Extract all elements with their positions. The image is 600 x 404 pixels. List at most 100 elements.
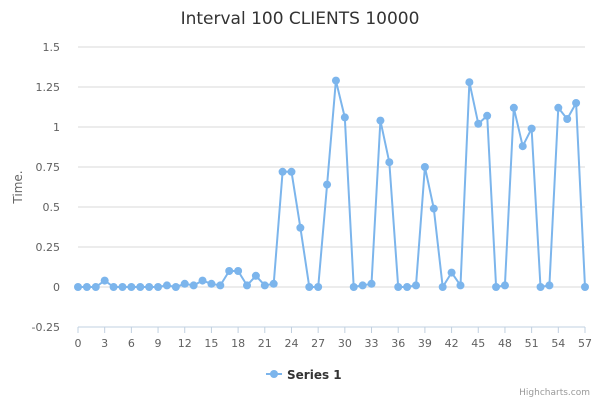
data-point[interactable] [358, 281, 367, 290]
data-point[interactable] [189, 281, 198, 290]
data-point[interactable] [225, 267, 234, 275]
legend[interactable]: Series 1 [266, 368, 342, 382]
data-point[interactable] [269, 279, 278, 288]
data-point[interactable] [465, 78, 474, 87]
data-point[interactable] [91, 283, 100, 291]
data-point[interactable] [207, 279, 216, 288]
data-point[interactable] [474, 119, 483, 128]
x-tick-label: 36 [391, 337, 405, 350]
y-tick-label: 1.5 [43, 41, 61, 54]
x-axis-labels: 0 3 6 9 12 15 18 21 24 27 30 33 36 39 42 45 48 51 54 57 [75, 337, 593, 350]
x-tick-label: 12 [178, 337, 192, 350]
data-point[interactable] [260, 281, 269, 290]
x-tick-label: 0 [75, 337, 82, 350]
x-tick-label: 27 [311, 337, 325, 350]
x-tick-label: 6 [128, 337, 135, 350]
y-tick-label: 0 [53, 281, 60, 294]
data-point[interactable] [109, 283, 118, 291]
x-axis [77, 326, 586, 333]
data-point[interactable] [376, 116, 385, 125]
data-point[interactable] [545, 281, 554, 290]
data-point[interactable] [500, 281, 509, 290]
data-point[interactable] [154, 283, 163, 291]
y-tick-label: 1 [53, 121, 60, 134]
y-tick-label: 1.25 [36, 81, 61, 94]
data-point[interactable] [82, 283, 91, 291]
data-point[interactable] [394, 283, 403, 291]
legend-item-series-1[interactable]: Series 1 [287, 368, 342, 382]
data-point[interactable] [251, 271, 260, 280]
x-tick-label: 54 [551, 337, 565, 350]
data-point[interactable] [412, 281, 420, 290]
data-point[interactable] [438, 283, 447, 291]
data-point[interactable] [447, 268, 456, 277]
data-point[interactable] [243, 281, 251, 290]
data-point[interactable] [127, 283, 136, 291]
x-tick-label: 39 [418, 337, 432, 350]
x-tick-label: 48 [498, 337, 512, 350]
data-point[interactable] [340, 113, 349, 122]
data-point[interactable] [118, 283, 127, 291]
data-point[interactable] [171, 283, 180, 291]
credits-link[interactable]: Highcharts.com [519, 388, 590, 398]
x-tick-label: 18 [231, 337, 245, 350]
data-point[interactable] [331, 76, 340, 85]
data-point[interactable] [554, 103, 563, 112]
x-tick-label: 24 [284, 337, 298, 350]
data-point[interactable] [509, 103, 518, 112]
y-tick-label: 0.25 [36, 241, 61, 254]
data-point[interactable] [278, 167, 287, 176]
data-point[interactable] [100, 276, 109, 285]
x-tick-label: 15 [204, 337, 218, 350]
data-point[interactable] [314, 283, 323, 291]
x-tick-label: 51 [525, 337, 539, 350]
series-1-line [78, 79, 586, 288]
data-point[interactable] [403, 283, 412, 291]
data-point[interactable] [136, 283, 145, 291]
data-point[interactable] [198, 276, 207, 285]
data-point[interactable] [536, 283, 545, 291]
x-tick-label: 45 [471, 337, 485, 350]
data-point[interactable] [420, 163, 429, 171]
chart-title: Interval 100 CLIENTS 10000 [181, 9, 420, 29]
y-axis-title: Time. [11, 170, 25, 204]
data-point[interactable] [349, 283, 358, 291]
data-point[interactable] [145, 283, 154, 291]
x-tick-label: 21 [258, 337, 272, 350]
data-point[interactable] [518, 142, 527, 151]
data-point[interactable] [287, 167, 296, 176]
x-tick-label: 9 [155, 337, 162, 350]
x-tick-label: 42 [445, 337, 459, 350]
data-point[interactable] [456, 281, 465, 290]
x-tick-label: 3 [101, 337, 108, 350]
data-point[interactable] [216, 281, 225, 290]
data-point[interactable] [234, 267, 243, 275]
data-point[interactable] [527, 124, 536, 133]
data-point[interactable] [563, 115, 572, 123]
data-point[interactable] [367, 279, 376, 288]
data-point[interactable] [180, 279, 189, 288]
data-point[interactable] [296, 223, 305, 232]
data-point[interactable] [492, 283, 501, 291]
y-tick-label: 0.5 [43, 201, 61, 214]
x-tick-label: 30 [338, 337, 352, 350]
legend-marker-symbol [270, 370, 278, 378]
data-point[interactable] [385, 158, 394, 167]
data-point[interactable] [74, 283, 82, 291]
data-point[interactable] [581, 283, 589, 291]
x-tick-label: 57 [578, 337, 592, 350]
y-axis-labels: 1.5 1.25 1 0.75 0.5 0.25 0 -0.25 [32, 41, 60, 334]
data-point[interactable] [572, 99, 581, 107]
data-point[interactable] [162, 281, 171, 290]
y-tick-label: -0.25 [32, 321, 60, 334]
data-point[interactable] [323, 180, 332, 189]
y-tick-label: 0.75 [36, 161, 61, 174]
data-point[interactable] [305, 283, 314, 291]
data-point[interactable] [429, 204, 438, 213]
x-tick-label: 33 [365, 337, 379, 350]
data-point[interactable] [483, 111, 492, 120]
series-1-plot [74, 76, 589, 291]
